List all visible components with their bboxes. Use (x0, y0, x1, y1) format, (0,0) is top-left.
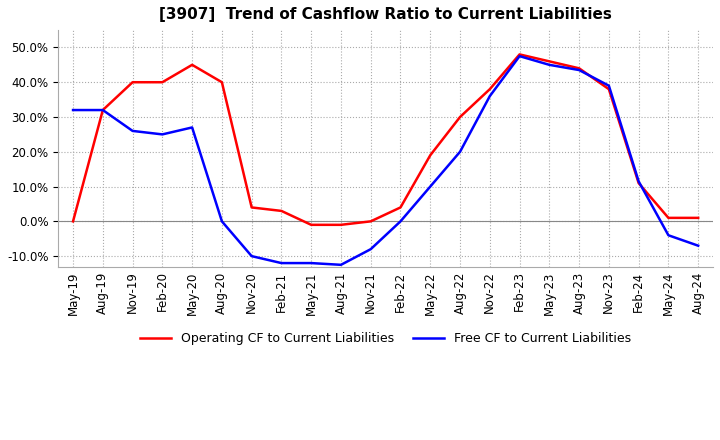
Free CF to Current Liabilities (575, 67, 583, 73)
Operating CF to Current Liabilities (516, 52, 524, 57)
Title: [3907]  Trend of Cashflow Ratio to Current Liabilities: [3907] Trend of Cashflow Ratio to Curren… (159, 7, 612, 22)
Operating CF to Current Liabilities (248, 205, 256, 210)
Operating CF to Current Liabilities (99, 107, 107, 113)
Free CF to Current Liabilities (128, 128, 137, 134)
Operating CF to Current Liabilities (128, 80, 137, 85)
Operating CF to Current Liabilities (277, 208, 286, 213)
Free CF to Current Liabilities (366, 246, 375, 252)
Operating CF to Current Liabilities (575, 66, 583, 71)
Operating CF to Current Liabilities (664, 215, 672, 220)
Line: Free CF to Current Liabilities: Free CF to Current Liabilities (73, 56, 698, 265)
Free CF to Current Liabilities (188, 125, 197, 130)
Free CF to Current Liabilities (426, 184, 435, 189)
Operating CF to Current Liabilities (158, 80, 166, 85)
Free CF to Current Liabilities (248, 253, 256, 259)
Operating CF to Current Liabilities (68, 219, 77, 224)
Operating CF to Current Liabilities (366, 219, 375, 224)
Operating CF to Current Liabilities (217, 80, 226, 85)
Free CF to Current Liabilities (307, 260, 315, 266)
Operating CF to Current Liabilities (337, 222, 346, 227)
Operating CF to Current Liabilities (485, 87, 494, 92)
Free CF to Current Liabilities (337, 262, 346, 268)
Operating CF to Current Liabilities (396, 205, 405, 210)
Operating CF to Current Liabilities (694, 215, 703, 220)
Free CF to Current Liabilities (694, 243, 703, 248)
Free CF to Current Liabilities (68, 107, 77, 113)
Line: Operating CF to Current Liabilities: Operating CF to Current Liabilities (73, 55, 698, 225)
Legend: Operating CF to Current Liabilities, Free CF to Current Liabilities: Operating CF to Current Liabilities, Fre… (135, 327, 636, 350)
Free CF to Current Liabilities (456, 149, 464, 154)
Free CF to Current Liabilities (605, 83, 613, 88)
Operating CF to Current Liabilities (426, 153, 435, 158)
Free CF to Current Liabilities (516, 54, 524, 59)
Operating CF to Current Liabilities (634, 180, 643, 186)
Free CF to Current Liabilities (634, 179, 643, 184)
Free CF to Current Liabilities (217, 219, 226, 224)
Operating CF to Current Liabilities (545, 59, 554, 64)
Free CF to Current Liabilities (545, 62, 554, 67)
Free CF to Current Liabilities (99, 107, 107, 113)
Operating CF to Current Liabilities (605, 87, 613, 92)
Free CF to Current Liabilities (664, 233, 672, 238)
Operating CF to Current Liabilities (456, 114, 464, 120)
Free CF to Current Liabilities (396, 219, 405, 224)
Free CF to Current Liabilities (485, 93, 494, 99)
Free CF to Current Liabilities (277, 260, 286, 266)
Free CF to Current Liabilities (158, 132, 166, 137)
Operating CF to Current Liabilities (188, 62, 197, 67)
Operating CF to Current Liabilities (307, 222, 315, 227)
